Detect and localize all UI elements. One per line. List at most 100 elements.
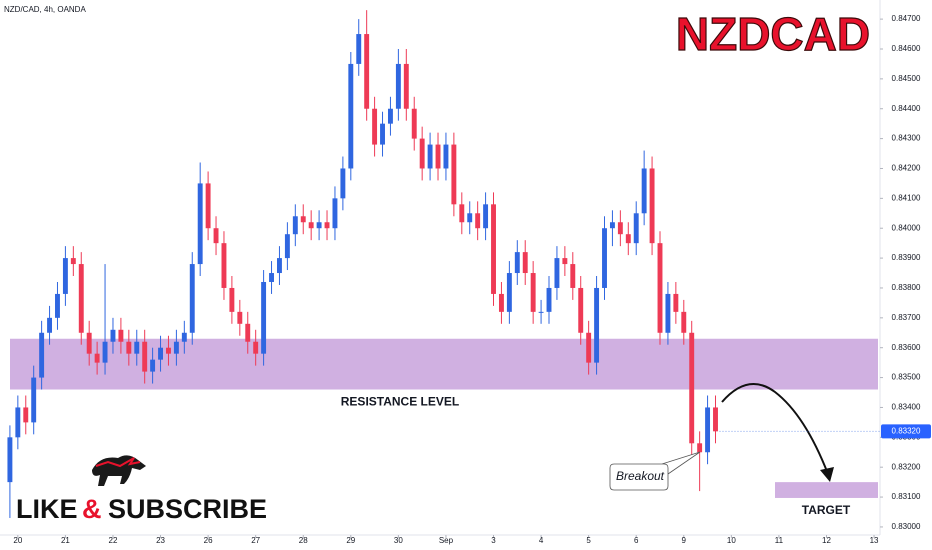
y-tick-label: 0.84500 [892,74,921,83]
candle-body [237,311,243,324]
candle-body [86,332,92,354]
candle-body [435,144,441,169]
candle-body [578,287,584,333]
candle-body [387,108,393,124]
candle-body [475,213,481,229]
candle-body [395,63,401,109]
target-label: TARGET [802,503,851,517]
candle-body [245,323,251,342]
projection-arrow [721,383,829,475]
y-tick-label: 0.83200 [892,462,921,471]
candle-body [617,222,623,235]
candle-body [641,168,647,214]
candle-body [411,108,417,139]
candle-body [47,317,53,333]
candle-body [134,341,140,354]
x-tick-label: 21 [61,536,70,545]
candle-body [142,341,148,372]
candle-body [332,198,338,229]
x-tick-label: 10 [727,536,736,545]
candle-body [467,213,473,223]
x-tick-label: 4 [539,536,544,545]
y-tick-label: 0.83000 [892,522,921,531]
candle-body [300,216,306,223]
candle-body [498,293,504,312]
x-tick-label: 22 [109,536,118,545]
y-tick-label: 0.83100 [892,492,921,501]
candle-body [55,293,60,318]
candle-body [705,407,711,453]
candle-body [181,332,187,342]
candle-body [277,258,282,274]
candle-body [443,144,449,169]
candle-body [15,407,21,438]
like-text: LIKE [16,494,78,524]
candle-body [205,183,211,229]
candle-body [23,407,29,423]
y-tick-label: 0.83900 [892,253,921,262]
x-tick-label: 28 [299,536,308,545]
candle-body [150,359,156,372]
candle-body [70,258,76,265]
candle-body [340,168,346,199]
candle-body [713,407,718,432]
candle-body [562,258,568,265]
candle-body [483,204,489,229]
x-tick-label: 3 [491,536,496,545]
candle-body [348,63,354,169]
candle-body [229,287,235,312]
y-tick-label: 0.84100 [892,193,921,202]
y-tick-label: 0.84700 [892,14,921,23]
candle-body [78,264,84,333]
y-tick-label: 0.83500 [892,373,921,382]
x-tick-label: 13 [870,536,879,545]
y-tick-label: 0.84000 [892,223,921,232]
candle-body [665,293,671,333]
y-tick-label: 0.83600 [892,343,921,352]
candle-body [633,213,639,244]
candle-body [308,222,314,229]
candle-body [586,332,592,363]
x-tick-label: 29 [346,536,355,545]
y-tick-label: 0.84600 [892,44,921,53]
candle-body [546,287,552,312]
x-tick-label: 20 [13,536,22,545]
candle-body [7,437,13,483]
candle-body [221,243,227,288]
y-tick-label: 0.84400 [892,104,921,113]
candle-body [118,329,124,342]
y-tick-label: 0.83700 [892,313,921,322]
candle-body [126,341,132,354]
candle-body [316,222,322,229]
candle-body [173,341,179,354]
x-tick-label: 27 [251,536,260,545]
arrow-head [820,467,834,482]
candle-body [570,264,576,288]
candle-body [594,287,600,363]
symbol-header: NZD/CAD, 4h, OANDA [4,5,86,14]
y-tick-label: 0.84300 [892,134,921,143]
candle-body [602,228,607,288]
candle-body [538,311,544,313]
candle-body [324,222,330,229]
candle-body [609,222,615,229]
x-tick-label: 11 [775,536,784,545]
candle-body [102,341,108,363]
candle-body [364,34,370,109]
candle-body [380,123,385,145]
candle-body [506,273,512,312]
candle-body [514,252,520,274]
candle-body [681,311,687,333]
candle-body [284,234,290,259]
candle-body [31,377,37,423]
candle-body [689,332,695,444]
candle-body [697,443,703,453]
last-price-label: 0.83320 [892,426,921,435]
candle-body [197,183,203,265]
candle-body [427,144,433,169]
x-tick-label: 6 [634,536,639,545]
resistance-label: RESISTANCE LEVEL [341,395,459,409]
x-tick-label: 26 [204,536,213,545]
x-tick-label: Sep [439,536,454,545]
